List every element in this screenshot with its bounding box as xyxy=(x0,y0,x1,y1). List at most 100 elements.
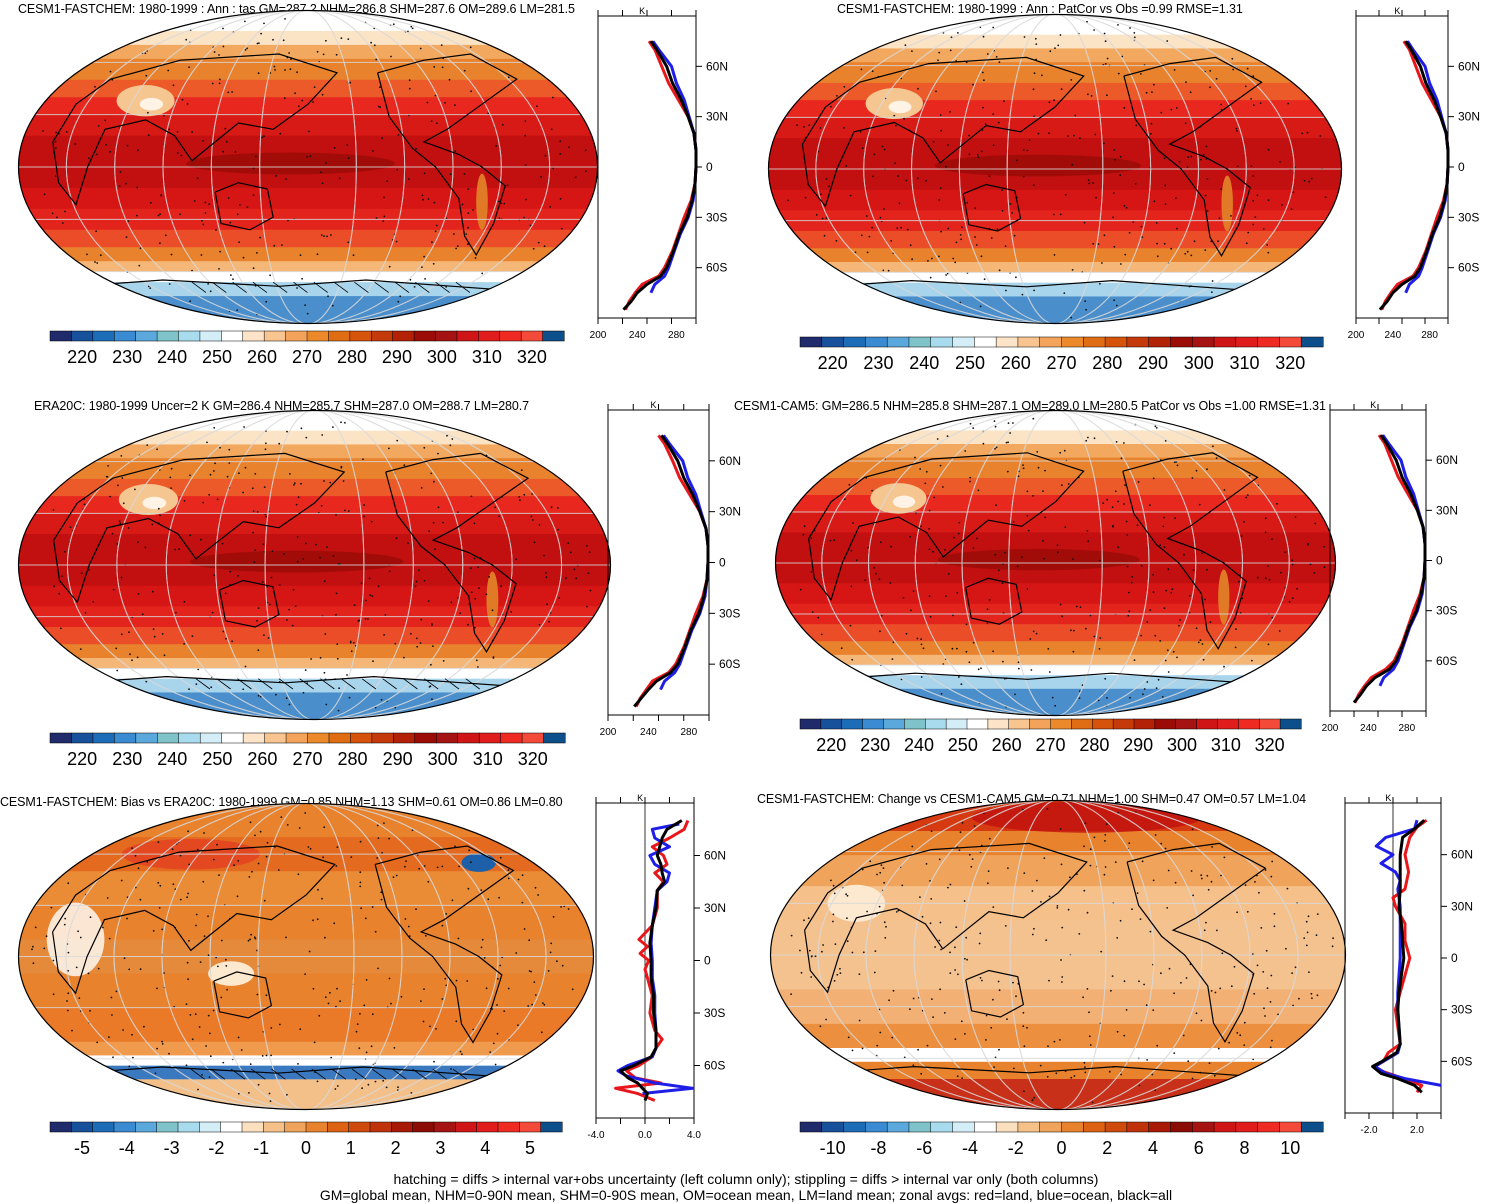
colorbar-tick: 230 xyxy=(112,347,142,367)
zonal-lat-tick: 30S xyxy=(1436,604,1457,618)
zonal-land-line xyxy=(634,434,710,708)
zonal-lat-tick: 60S xyxy=(706,261,727,275)
colorbar-tick: 250 xyxy=(948,735,978,755)
colorbar-tick: 250 xyxy=(202,347,232,367)
colorbar-tick: 4 xyxy=(480,1138,490,1158)
colorbar-tick: 290 xyxy=(382,347,412,367)
colorbar-swatch xyxy=(1104,1121,1128,1133)
colorbar-swatch xyxy=(1083,336,1106,348)
world-map xyxy=(774,409,1337,717)
colorbar-tick: -8 xyxy=(870,1138,886,1158)
colorbar-swatch xyxy=(393,732,416,744)
colorbar-swatch xyxy=(1192,336,1215,348)
colorbar-swatch xyxy=(862,718,885,730)
colorbar-swatch xyxy=(455,1121,478,1133)
colorbar-swatch xyxy=(1083,1121,1106,1133)
zonal-lat-tick: 30S xyxy=(704,1006,725,1020)
colorbar-swatch xyxy=(92,732,115,744)
colorbar-swatch xyxy=(925,718,947,730)
colorbar-swatch xyxy=(306,330,329,342)
colorbar-swatch xyxy=(1133,718,1156,730)
colorbar-swatch xyxy=(1257,1121,1280,1133)
colorbar-swatch xyxy=(952,336,975,348)
colorbar-swatch xyxy=(799,1121,823,1133)
colorbar-swatch xyxy=(199,732,223,744)
colorbar-tick: 5 xyxy=(525,1138,535,1158)
colorbar-swatch xyxy=(1259,718,1281,730)
colorbar-swatch xyxy=(156,330,180,342)
colorbar-swatch xyxy=(199,330,222,342)
zonal-ocean-line xyxy=(616,822,695,1095)
colorbar: 220 230 240 250 260 270 280 290 300 310 320 xyxy=(49,732,566,769)
colorbar-swatch xyxy=(114,330,137,342)
colorbar-swatch xyxy=(995,336,1019,348)
colorbar-swatch xyxy=(284,1121,307,1133)
colorbar-tick: 240 xyxy=(904,735,934,755)
colorbar-tick: 280 xyxy=(338,749,368,769)
colorbar-swatch xyxy=(478,732,502,744)
zonal-x-tick: -2.0 xyxy=(1360,1125,1378,1136)
colorbar-swatch xyxy=(371,330,394,342)
zonal-mean-plot: K 60N 30N 0 30S 60S -2.0 2.0 xyxy=(1344,793,1473,1136)
colorbar-tick: -2 xyxy=(208,1138,224,1158)
colorbar-swatch xyxy=(433,1121,456,1133)
colorbar-tick: 250 xyxy=(202,749,232,769)
zonal-x-tick: 240 xyxy=(640,727,657,738)
colorbar-swatch xyxy=(1192,1121,1215,1133)
colorbar-swatch xyxy=(135,1121,158,1133)
colorbar-tick: 320 xyxy=(1275,353,1305,373)
colorbar-swatch xyxy=(414,732,437,744)
colorbar-swatch xyxy=(264,732,287,744)
colorbar-swatch xyxy=(821,336,845,348)
colorbar-swatch xyxy=(1300,1121,1324,1133)
zonal-lat-tick: 60S xyxy=(1436,654,1457,668)
colorbar-swatch xyxy=(285,330,308,342)
zonal-x-tick: 280 xyxy=(1421,330,1438,341)
colorbar-swatch xyxy=(952,1121,975,1133)
colorbar: -5 -4 -3 -2 -1 0 1 2 3 4 5 xyxy=(49,1121,563,1158)
colorbar-swatch xyxy=(328,732,351,744)
colorbar-swatch xyxy=(114,732,137,744)
colorbar-swatch xyxy=(799,718,822,730)
zonal-x-tick: 280 xyxy=(680,727,697,738)
zonal-lat-tick: 60S xyxy=(1458,261,1479,275)
colorbar-swatch xyxy=(930,336,954,348)
colorbar-swatch xyxy=(1196,718,1219,730)
colorbar-swatch xyxy=(1238,718,1260,730)
colorbar-swatch xyxy=(974,336,997,348)
colorbar-swatch xyxy=(519,1121,542,1133)
colorbar-swatch xyxy=(1071,718,1093,730)
zonal-x-tick: 200 xyxy=(600,727,617,738)
colorbar-swatch xyxy=(1050,718,1072,730)
colorbar-swatch xyxy=(412,1121,435,1133)
colorbar-tick: -3 xyxy=(164,1138,180,1158)
colorbar-tick: 280 xyxy=(1092,353,1122,373)
colorbar-tick: 310 xyxy=(1230,353,1260,373)
zonal-land-line xyxy=(1353,434,1427,704)
zonal-unit-label: K xyxy=(639,6,645,16)
colorbar-swatch xyxy=(930,1121,954,1133)
world-map xyxy=(17,409,612,721)
colorbar-swatch xyxy=(49,732,73,744)
colorbar: 220 230 240 250 260 270 280 290 300 310 320 xyxy=(799,336,1324,373)
colorbar-tick: 230 xyxy=(863,353,893,373)
colorbar-tick: -6 xyxy=(916,1138,932,1158)
colorbar-tick: 3 xyxy=(435,1138,445,1158)
colorbar-swatch xyxy=(542,330,565,342)
colorbar-swatch xyxy=(221,330,244,342)
colorbar-swatch xyxy=(995,1121,1019,1133)
colorbar: 220 230 240 250 260 270 280 290 300 310 320 xyxy=(799,718,1302,755)
zonal-x-tick: 200 xyxy=(590,330,607,341)
colorbar-swatch xyxy=(1279,718,1302,730)
colorbar-tick: 2 xyxy=(391,1138,401,1158)
colorbar-tick: -4 xyxy=(119,1138,135,1158)
zonal-lat-tick: 30N xyxy=(1451,899,1473,913)
zonal-x-tick: 200 xyxy=(1322,723,1339,734)
colorbar-swatch xyxy=(49,1121,72,1133)
zonal-lat-tick: 60N xyxy=(1451,848,1473,862)
zonal-land-line xyxy=(1380,40,1450,311)
colorbar-tick: 290 xyxy=(1138,353,1168,373)
colorbar-tick: 290 xyxy=(1123,735,1153,755)
colorbar-tick: 240 xyxy=(157,347,187,367)
colorbar-swatch xyxy=(886,336,910,348)
